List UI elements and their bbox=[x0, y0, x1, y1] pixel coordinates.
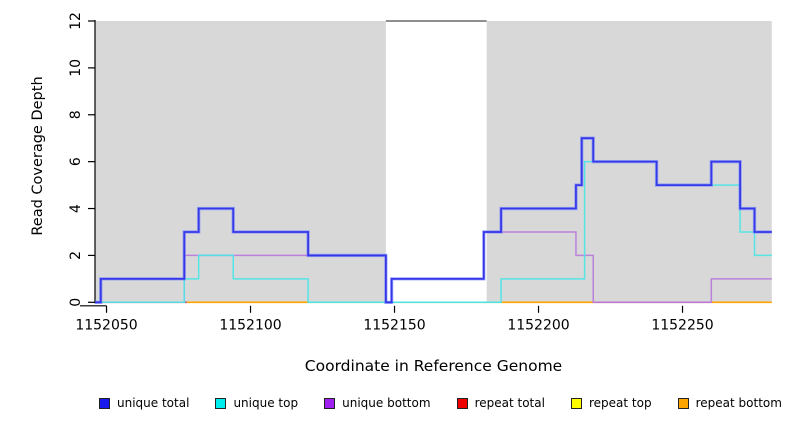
x-tick-label: 1152150 bbox=[363, 317, 425, 333]
legend-swatch-icon bbox=[324, 397, 336, 409]
legend-swatch-icon bbox=[570, 397, 582, 409]
x-tick-label: 1152050 bbox=[75, 317, 137, 333]
x-tick-label: 1152100 bbox=[219, 317, 281, 333]
shaded-region bbox=[95, 21, 386, 303]
legend-swatch-icon bbox=[456, 397, 468, 409]
y-tick-label: 6 bbox=[68, 157, 84, 166]
legend: unique total unique top unique bottom repea… bbox=[99, 396, 782, 410]
y-tick-label: 8 bbox=[68, 110, 84, 119]
y-axis-label: Read Coverage Depth bbox=[30, 76, 46, 236]
series-unique-total bbox=[95, 137, 772, 304]
y-tick-label: 12 bbox=[68, 12, 84, 30]
y-tick-label: 10 bbox=[68, 59, 84, 77]
legend-swatch-icon bbox=[215, 397, 227, 409]
legend-item-repeat-top: repeat top bbox=[570, 396, 652, 410]
y-tick-label: 4 bbox=[68, 204, 84, 213]
x-tick-label: 1152250 bbox=[651, 317, 713, 333]
legend-label: repeat total bbox=[474, 396, 545, 410]
legend-item-repeat-bottom: repeat bottom bbox=[677, 396, 782, 410]
x-tick-label: 1152200 bbox=[507, 317, 569, 333]
legend-label: unique top bbox=[233, 396, 299, 410]
y-tick-label: 0 bbox=[68, 298, 84, 307]
legend-label: repeat top bbox=[588, 396, 652, 410]
series-unique-top bbox=[95, 160, 772, 304]
legend-item-unique-bottom: unique bottom bbox=[324, 396, 431, 410]
x-axis-label: Coordinate in Reference Genome bbox=[304, 357, 563, 375]
legend-item-repeat-total: repeat total bbox=[456, 396, 545, 410]
legend-item-unique-total: unique total bbox=[99, 396, 189, 410]
legend-label: unique bottom bbox=[342, 396, 431, 410]
legend-label: repeat bottom bbox=[695, 396, 782, 410]
y-tick-label: 2 bbox=[68, 251, 84, 260]
legend-label: unique total bbox=[117, 396, 190, 410]
legend-swatch-icon bbox=[99, 397, 110, 409]
legend-item-unique-top: unique top bbox=[215, 396, 298, 410]
legend-swatch-icon bbox=[677, 397, 689, 409]
